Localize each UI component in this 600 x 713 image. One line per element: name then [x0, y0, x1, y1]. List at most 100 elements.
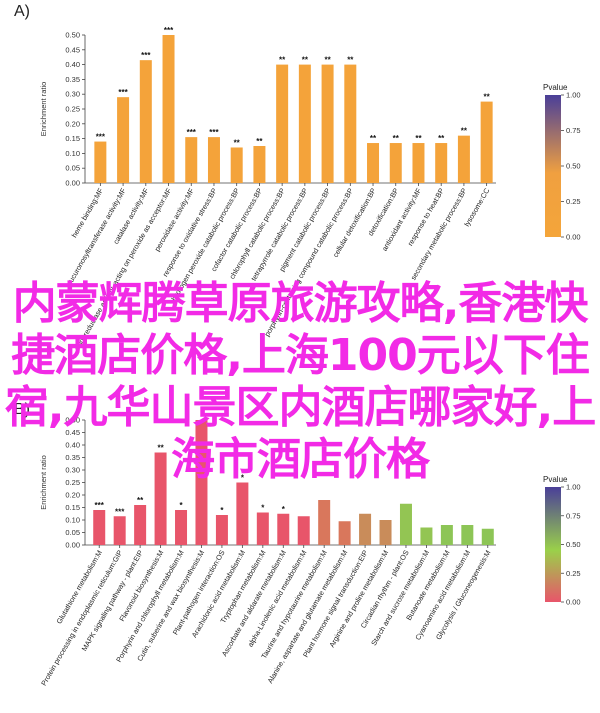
panel-letter: A): [14, 3, 30, 20]
bar: [277, 513, 290, 545]
bar: [215, 515, 228, 545]
bar: [389, 143, 402, 183]
bar: [175, 510, 188, 545]
bar: [162, 35, 175, 183]
bar: [256, 512, 269, 545]
significance-label: *: [220, 506, 224, 515]
y-tick-label: 0.00: [65, 179, 80, 188]
bar: [195, 420, 208, 545]
y-tick-label: 0.00: [65, 541, 80, 550]
bar: [298, 64, 311, 183]
y-tick-label: 0.10: [65, 516, 80, 525]
y-tick-label: 0.20: [65, 119, 80, 128]
significance-label: **: [279, 56, 286, 65]
significance-label: **: [461, 127, 468, 136]
y-tick-label: 0.15: [65, 134, 80, 143]
y-tick-label: 0.15: [65, 503, 80, 512]
significance-label: **: [347, 56, 354, 65]
bar: [481, 528, 494, 545]
significance-label: **: [157, 444, 164, 453]
watermark-text: 内蒙辉腾草原旅游攻略,香港快捷酒店价格,上海100元以下住宿,九华山景区内酒店哪…: [4, 278, 596, 485]
significance-label: **: [234, 138, 241, 147]
bar: [412, 143, 425, 183]
significance-label: **: [302, 56, 309, 65]
legend-tick-label: 0.25: [566, 569, 581, 578]
panel-letter: B): [14, 401, 30, 418]
bar: [134, 505, 147, 545]
bar: [461, 525, 474, 545]
y-tick-label: 0.30: [65, 90, 80, 99]
legend-tick-label: 0.25: [566, 197, 581, 206]
significance-label: ***: [141, 51, 151, 60]
bar: [480, 101, 493, 183]
bar: [94, 141, 107, 183]
legend-tick-label: 0.75: [566, 126, 581, 135]
bar: [117, 97, 130, 183]
legend-title: Pvalue: [543, 83, 568, 92]
bar: [435, 143, 448, 183]
bar: [93, 510, 106, 545]
significance-label: **: [324, 56, 331, 65]
significance-label: *: [241, 474, 245, 483]
y-tick-label: 0.20: [65, 491, 80, 500]
color-scale-bar: [545, 95, 561, 237]
bar: [113, 516, 126, 545]
y-tick-label: 0.40: [65, 441, 80, 450]
bar: [139, 60, 152, 183]
significance-label: ***: [209, 128, 219, 137]
legend-tick-label: 0.50: [566, 162, 581, 171]
legend-tick-label: 1.00: [566, 483, 581, 492]
bar: [321, 64, 334, 183]
y-tick-label: 0.50: [65, 31, 80, 40]
legend-tick-label: 0.75: [566, 511, 581, 520]
bar: [344, 64, 357, 183]
bar: [457, 135, 470, 183]
bar: [185, 137, 198, 183]
bar: [420, 527, 433, 545]
bar: [367, 143, 380, 183]
y-tick-label: 0.35: [65, 453, 80, 462]
significance-label: **: [370, 134, 377, 143]
significance-label: **: [256, 137, 263, 146]
y-tick-label: 0.45: [65, 45, 80, 54]
color-scale-bar: [545, 487, 561, 602]
y-tick-label: 0.30: [65, 466, 80, 475]
significance-label: ***: [96, 133, 106, 142]
significance-label: ***: [164, 26, 174, 35]
legend-tick-label: 0.50: [566, 540, 581, 549]
y-tick-label: 0.45: [65, 428, 80, 437]
y-tick-label: 0.05: [65, 164, 80, 173]
bar: [399, 503, 412, 545]
bar: [236, 482, 249, 545]
y-axis-title: Enrichment ratio: [39, 82, 48, 137]
y-tick-label: 0.40: [65, 60, 80, 69]
significance-label: **: [137, 496, 144, 505]
y-tick-label: 0.25: [65, 105, 80, 114]
y-tick-label: 0.35: [65, 75, 80, 84]
bar: [276, 64, 289, 183]
bar: [440, 525, 453, 545]
significance-label: ***: [115, 507, 125, 516]
bar: [379, 520, 392, 545]
y-tick-label: 0.25: [65, 478, 80, 487]
significance-label: **: [484, 93, 491, 102]
significance-label: **: [415, 134, 422, 143]
legend-tick-label: 1.00: [566, 91, 581, 100]
significance-label: *: [261, 504, 265, 513]
significance-label: *: [179, 501, 183, 510]
legend-title: Pvalue: [543, 475, 568, 484]
bar: [230, 147, 243, 183]
bar: [359, 513, 372, 545]
y-tick-label: 0.50: [65, 416, 80, 425]
significance-label: *: [282, 505, 286, 514]
significance-label: ***: [187, 128, 197, 137]
bar: [338, 521, 351, 545]
bar: [207, 137, 220, 183]
y-axis-title: Enrichment ratio: [39, 455, 48, 510]
legend-tick-label: 0.00: [566, 233, 581, 242]
legend-tick-label: 0.00: [566, 598, 581, 607]
bar: [154, 452, 167, 545]
significance-label: **: [393, 134, 400, 143]
y-tick-label: 0.10: [65, 149, 80, 158]
